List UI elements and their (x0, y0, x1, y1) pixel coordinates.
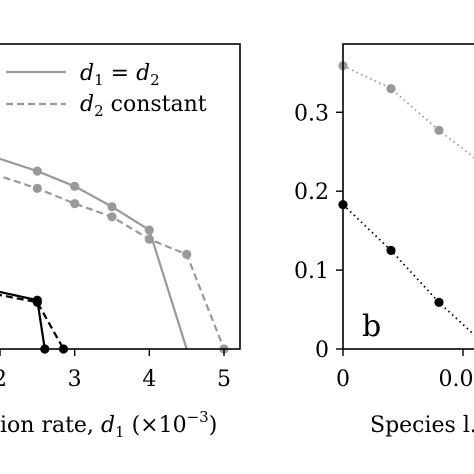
panel-a-series-3-point (32, 297, 42, 307)
legend: d1 = d2 d2 constant (6, 61, 207, 120)
panel-a-series-1-point (70, 199, 80, 209)
panel-b-xtick-label: 0.05 (439, 367, 474, 392)
legend-label-solid: d1 = d2 (80, 61, 160, 89)
panel-b-series-0-point (434, 125, 444, 135)
panel-a-series-0-point (107, 202, 117, 212)
panel-a-xtick-label: 4 (142, 367, 156, 392)
panel-b-ytick-label: 0.3 (294, 101, 329, 126)
panel-a-series-3-line (0, 293, 65, 350)
panel-a-xtick-label: 2 (0, 367, 7, 392)
legend-label-dashed: d2 constant (80, 92, 207, 120)
panel-b-series (338, 61, 474, 336)
panel-b-xlabel: Species l... (370, 413, 474, 438)
panel-a-series-2-line (0, 290, 46, 350)
panel-a-xlabel: ion rate, d1 (×10−3) (0, 408, 217, 441)
panel-a-frame (0, 43, 241, 350)
panel-a-series-0-line (0, 157, 188, 350)
panel-b-y-ticks: 0 0.1 0.2 0.3 (294, 101, 343, 363)
panel-b-label: b (362, 309, 381, 344)
panel-b-ytick-label: 0.1 (294, 259, 329, 284)
panel-b-x-ticks: 00.05 (336, 349, 474, 392)
panel-a-series-1-point (107, 212, 117, 222)
panel-b-xtick-label: 0 (336, 367, 350, 392)
panel-b-series-0-point (386, 84, 396, 94)
panel-a-series-1-point (144, 234, 154, 244)
panel-b-series-1-point (434, 297, 444, 307)
panel-a-series (0, 157, 229, 354)
panel-b-ytick-label: 0.2 (294, 180, 329, 205)
panel-a: 2 3 4 5 d1 = d2 d2 constant ion rate, d1 (×… (0, 43, 241, 441)
panel-a-series-0-point (144, 225, 154, 235)
panel-b-series-0-line (342, 64, 474, 159)
panel-a-series-1-point (32, 183, 42, 193)
panel-a-series-0-point (32, 166, 42, 176)
panel-a-series-1-line (0, 175, 226, 350)
panel-b-frame (342, 43, 474, 350)
panel-a-xtick-label: 5 (217, 367, 231, 392)
panel-b-series-1-point (386, 245, 396, 255)
panel-a-xtick-label: 3 (68, 367, 82, 392)
panel-a-series-1-point (182, 249, 192, 259)
panel-b-ytick-label: 0 (315, 338, 329, 363)
panel-a-series-0-point (70, 181, 80, 191)
panel-b: 00.10.20.3 00.05 b Species l... (294, 43, 474, 438)
panel-a-x-ticks: 2 3 4 5 (0, 349, 231, 392)
